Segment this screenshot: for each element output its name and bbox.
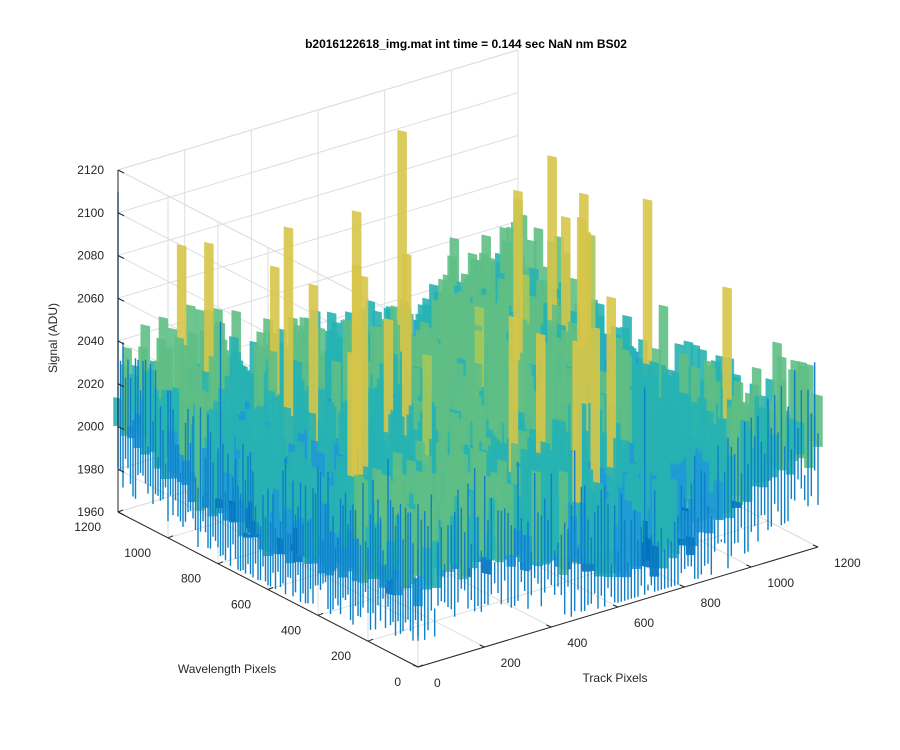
surface-patch: [522, 534, 532, 570]
y-tick: [217, 561, 224, 565]
x-tick: [612, 604, 619, 608]
y-tick: [267, 587, 274, 590]
z-tick-label: 2020: [77, 377, 104, 391]
z-tick-label: 2100: [77, 206, 104, 220]
x-tick-label: 800: [701, 596, 721, 610]
y-tick: [167, 535, 174, 539]
y-tick: [367, 638, 374, 642]
y-tick-label: 0: [394, 675, 401, 689]
x-tick: [812, 544, 819, 548]
surface-patch: [504, 482, 514, 556]
side-wall-grid-line: [117, 135, 519, 256]
z-tick-label: 2040: [77, 334, 104, 348]
y-axis-label: Wavelength Pixels: [178, 662, 276, 676]
z-tick-labels: 1960 1980 2000 2020 2040 2060 2080 2100 …: [77, 163, 104, 519]
surface-patch: [758, 441, 769, 488]
z-tick-label: 2080: [77, 249, 104, 263]
z-tick: [117, 169, 125, 174]
side-wall-grid-line: [117, 92, 519, 214]
surface-patch: [431, 540, 441, 588]
surface-patch: [658, 472, 669, 569]
z-tick-label: 1980: [77, 462, 104, 476]
y-tick-label: 400: [281, 623, 301, 637]
surface-patch: [604, 498, 614, 578]
x-tick: [746, 564, 752, 568]
surface-patch: [495, 482, 505, 563]
z-tick: [117, 340, 125, 345]
track-tick-labels: 0 200 400 600 800 1000 1200: [434, 556, 861, 690]
surface-patch: [631, 510, 641, 570]
surface-patch: [767, 433, 778, 478]
surface-patch: [722, 457, 732, 513]
z-tick-label: 2120: [77, 163, 104, 177]
x-tick: [546, 624, 552, 628]
axes: [117, 169, 819, 668]
y-tick: [117, 509, 124, 513]
x-tick-label: 1000: [767, 576, 794, 590]
z-axis-label: Signal (ADU): [46, 303, 60, 373]
x-tick: [679, 584, 685, 588]
wavelength-tick-labels: 0 200 400 600 800 1000 1200: [74, 520, 401, 689]
z-tick: [117, 468, 125, 473]
x-tick: [479, 644, 485, 648]
surface-patch: [704, 491, 714, 534]
x-tick-label: 200: [501, 656, 521, 670]
surface-patch: [467, 515, 478, 568]
y-tick-label: 200: [331, 649, 351, 663]
surface-patch: [804, 363, 814, 469]
x-tick-label: 0: [434, 676, 441, 690]
box-edge: [117, 49, 519, 171]
surface-patch: [622, 499, 632, 578]
surface-patch: [422, 546, 432, 590]
x-tick-label: 400: [567, 636, 587, 650]
surface: [113, 129, 823, 641]
surface-patch: [795, 420, 805, 455]
x-tick-label: 1200: [834, 556, 861, 570]
surface-patch: [667, 477, 678, 559]
surface-patch: [567, 514, 578, 563]
surface-patch: [595, 482, 605, 577]
z-tick: [117, 255, 125, 259]
z-tick: [117, 297, 125, 302]
z-tick: [117, 426, 125, 430]
y-tick: [317, 612, 324, 616]
y-tick-label: 600: [231, 598, 251, 612]
surface-patch: [458, 483, 469, 580]
x-axis-label: Track Pixels: [583, 671, 648, 685]
z-tick-label: 2000: [77, 420, 104, 434]
y-tick-label: 1000: [124, 546, 151, 560]
y-tick-label: 800: [181, 572, 201, 586]
z-tick-label: 2060: [77, 291, 104, 305]
surface-patch: [531, 470, 541, 562]
chart-title: b2016122618_img.mat int time = 0.144 sec…: [305, 37, 627, 51]
z-tick: [117, 212, 125, 217]
x-tick: [412, 664, 419, 668]
y-tick-label: 1200: [74, 520, 101, 534]
surface-patch: [695, 501, 705, 533]
z-tick-label: 1960: [77, 505, 104, 519]
x-tick-label: 600: [634, 616, 654, 630]
surface-patch: [558, 470, 569, 575]
z-tick: [117, 383, 125, 388]
